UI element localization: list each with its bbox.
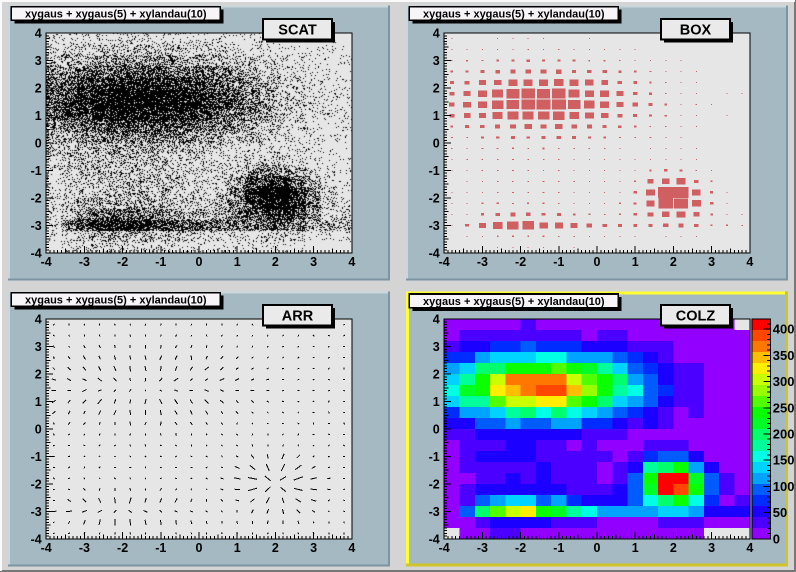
svg-text:4: 4 xyxy=(348,541,355,555)
svg-text:2: 2 xyxy=(433,82,440,96)
svg-text:xygaus + xygaus(5) + xylandau(: xygaus + xygaus(5) + xylandau(10) xyxy=(423,9,605,21)
svg-text:0: 0 xyxy=(433,423,440,437)
svg-text:3: 3 xyxy=(310,541,317,555)
svg-text:xygaus + xygaus(5) + xylandau(: xygaus + xygaus(5) + xylandau(10) xyxy=(25,9,207,21)
svg-text:-2: -2 xyxy=(515,255,526,269)
svg-text:200: 200 xyxy=(773,427,795,442)
svg-text:-2: -2 xyxy=(31,477,42,491)
svg-text:0: 0 xyxy=(196,541,203,555)
svg-text:-4: -4 xyxy=(439,255,450,269)
svg-text:-3: -3 xyxy=(477,541,488,555)
svg-text:1: 1 xyxy=(632,541,639,555)
svg-text:-4: -4 xyxy=(429,532,440,546)
svg-text:-2: -2 xyxy=(429,477,440,491)
svg-text:400: 400 xyxy=(773,322,795,337)
svg-text:3: 3 xyxy=(708,255,715,269)
svg-text:4: 4 xyxy=(35,27,42,41)
svg-text:0: 0 xyxy=(773,531,780,546)
svg-text:-2: -2 xyxy=(429,191,440,205)
svg-text:-2: -2 xyxy=(515,541,526,555)
svg-text:3: 3 xyxy=(708,541,715,555)
svg-text:-1: -1 xyxy=(553,255,564,269)
svg-text:-4: -4 xyxy=(41,541,52,555)
svg-text:3: 3 xyxy=(433,54,440,68)
svg-text:-1: -1 xyxy=(155,541,166,555)
svg-text:BOX: BOX xyxy=(680,23,712,39)
svg-text:-1: -1 xyxy=(31,164,42,178)
svg-text:-2: -2 xyxy=(31,191,42,205)
svg-text:0: 0 xyxy=(35,137,42,151)
svg-text:-2: -2 xyxy=(117,541,128,555)
svg-text:-3: -3 xyxy=(79,255,90,269)
svg-text:3: 3 xyxy=(433,340,440,354)
svg-text:3: 3 xyxy=(310,255,317,269)
svg-text:350: 350 xyxy=(773,348,795,363)
svg-text:4: 4 xyxy=(433,27,440,41)
svg-text:-1: -1 xyxy=(155,255,166,269)
svg-text:2: 2 xyxy=(670,255,677,269)
svg-text:0: 0 xyxy=(196,255,203,269)
svg-text:1: 1 xyxy=(234,255,241,269)
svg-text:-4: -4 xyxy=(439,541,450,555)
svg-text:0: 0 xyxy=(594,255,601,269)
svg-text:0: 0 xyxy=(35,423,42,437)
svg-text:-1: -1 xyxy=(553,541,564,555)
svg-text:-4: -4 xyxy=(31,246,42,260)
svg-text:3: 3 xyxy=(35,340,42,354)
svg-text:100: 100 xyxy=(773,479,795,494)
svg-text:-1: -1 xyxy=(31,450,42,464)
svg-text:50: 50 xyxy=(773,505,787,520)
svg-text:250: 250 xyxy=(773,400,795,415)
svg-text:1: 1 xyxy=(632,255,639,269)
svg-text:2: 2 xyxy=(670,541,677,555)
svg-text:SCAT: SCAT xyxy=(278,23,317,39)
svg-text:-3: -3 xyxy=(429,505,440,519)
svg-text:4: 4 xyxy=(746,541,753,555)
svg-text:-3: -3 xyxy=(31,219,42,233)
svg-text:4: 4 xyxy=(433,313,440,327)
svg-text:1: 1 xyxy=(433,395,440,409)
svg-text:-3: -3 xyxy=(31,505,42,519)
svg-text:xygaus + xygaus(5) + xylandau(: xygaus + xygaus(5) + xylandau(10) xyxy=(423,296,605,308)
svg-text:1: 1 xyxy=(433,109,440,123)
svg-text:4: 4 xyxy=(348,255,355,269)
svg-text:2: 2 xyxy=(272,255,279,269)
svg-text:2: 2 xyxy=(433,368,440,382)
svg-text:-1: -1 xyxy=(429,164,440,178)
svg-text:3: 3 xyxy=(35,54,42,68)
svg-text:150: 150 xyxy=(773,453,795,468)
svg-text:1: 1 xyxy=(35,109,42,123)
svg-text:-4: -4 xyxy=(429,246,440,260)
svg-text:4: 4 xyxy=(35,313,42,327)
svg-text:-2: -2 xyxy=(117,255,128,269)
svg-text:-3: -3 xyxy=(477,255,488,269)
svg-text:-4: -4 xyxy=(41,255,52,269)
svg-text:ARR: ARR xyxy=(282,309,314,325)
svg-text:4: 4 xyxy=(746,255,753,269)
svg-text:-3: -3 xyxy=(429,219,440,233)
svg-text:2: 2 xyxy=(272,541,279,555)
svg-text:1: 1 xyxy=(234,541,241,555)
svg-text:0: 0 xyxy=(594,541,601,555)
svg-text:2: 2 xyxy=(35,82,42,96)
svg-text:1: 1 xyxy=(35,395,42,409)
svg-text:xygaus + xygaus(5) + xylandau(: xygaus + xygaus(5) + xylandau(10) xyxy=(25,295,207,307)
svg-text:0: 0 xyxy=(433,137,440,151)
svg-text:COLZ: COLZ xyxy=(676,309,716,325)
svg-text:-4: -4 xyxy=(31,532,42,546)
svg-text:300: 300 xyxy=(773,374,795,389)
svg-text:-3: -3 xyxy=(79,541,90,555)
svg-text:-1: -1 xyxy=(429,450,440,464)
svg-text:2: 2 xyxy=(35,368,42,382)
